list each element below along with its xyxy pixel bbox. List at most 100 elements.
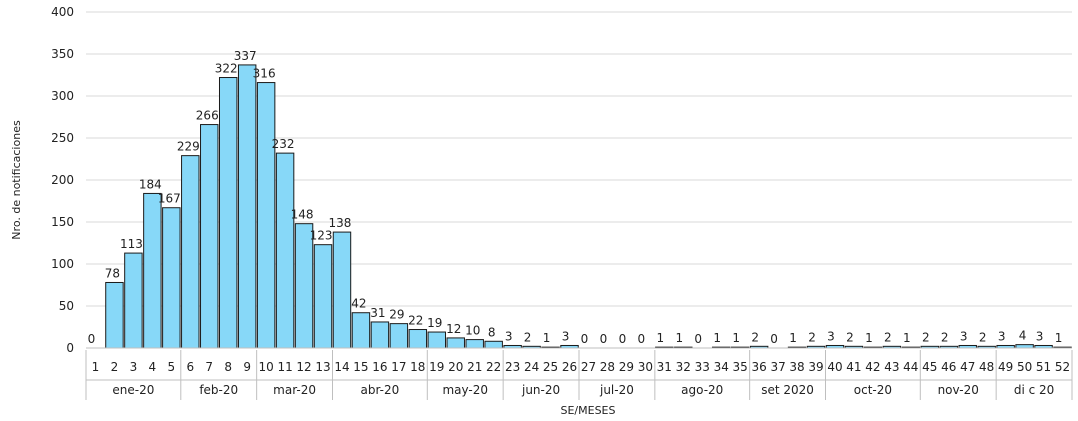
x-tick-label: 50 <box>1017 360 1032 374</box>
data-label: 22 <box>408 314 423 328</box>
x-tick-label: 5 <box>168 360 176 374</box>
data-label: 31 <box>370 306 385 320</box>
bar <box>124 252 143 349</box>
x-tick-label: 30 <box>638 360 653 374</box>
data-label: 1 <box>865 331 873 345</box>
data-label: 148 <box>291 208 314 222</box>
x-tick-label: 22 <box>486 360 501 374</box>
y-tick-label: 0 <box>66 341 74 355</box>
bar <box>427 331 447 349</box>
x-tick-label: 36 <box>751 360 766 374</box>
data-label: 42 <box>351 297 366 311</box>
data-label: 3 <box>998 329 1006 343</box>
y-tick-label: 300 <box>51 89 74 103</box>
x-tick-label: 6 <box>186 360 194 374</box>
x-tick-label: 40 <box>827 360 842 374</box>
data-label: 1 <box>1055 331 1063 345</box>
x-tick-label: 14 <box>334 360 349 374</box>
x-tick-label: 33 <box>695 360 710 374</box>
data-label: 316 <box>253 67 276 81</box>
bar <box>237 64 257 349</box>
x-tick-label: 49 <box>998 360 1013 374</box>
x-tick-label: 31 <box>657 360 672 374</box>
data-label: 337 <box>234 49 257 63</box>
data-label: 322 <box>215 62 238 76</box>
bars <box>105 64 1072 349</box>
data-label: 1 <box>789 331 797 345</box>
x-tick-label: 12 <box>296 360 311 374</box>
data-label: 1 <box>675 331 683 345</box>
x-tick-label: 46 <box>941 360 956 374</box>
data-label: 8 <box>488 325 496 339</box>
x-tick-label: 2 <box>111 360 119 374</box>
x-tick-label: 38 <box>789 360 804 374</box>
month-label: feb-20 <box>199 383 238 397</box>
data-label: 3 <box>1036 329 1044 343</box>
x-tick-label: 52 <box>1055 360 1070 374</box>
month-label: may-20 <box>442 383 488 397</box>
x-tick-label: 17 <box>391 360 406 374</box>
y-tick-label: 50 <box>59 299 74 313</box>
x-tick-label: 8 <box>224 360 232 374</box>
month-label: oct-20 <box>854 383 892 397</box>
x-tick-label: 27 <box>581 360 596 374</box>
y-tick-label: 250 <box>51 131 74 145</box>
x-tick-label: 20 <box>448 360 463 374</box>
x-tick-label: 18 <box>410 360 425 374</box>
data-label: 2 <box>751 330 759 344</box>
data-label: 0 <box>581 332 589 346</box>
x-axis-ticks: 1 2 3 4 5 6 7 8 9 10 11 12 13 14 15 16 17 18 19 20 21 22 23 24 2… <box>92 360 1070 374</box>
data-label: 2 <box>524 330 532 344</box>
data-label: 10 <box>465 324 480 338</box>
x-tick-label: 15 <box>353 360 368 374</box>
data-labels: 0781131841672292663223373162321481231384… <box>88 49 1063 346</box>
bar <box>218 77 238 349</box>
data-label: 19 <box>427 316 442 330</box>
x-tick-label: 24 <box>524 360 539 374</box>
x-tick-label: 10 <box>258 360 273 374</box>
x-axis-title: SE/MESES <box>561 404 616 417</box>
x-tick-label: 32 <box>676 360 691 374</box>
x-tick-label: 23 <box>505 360 520 374</box>
bar <box>332 231 352 349</box>
month-axis: ene-20 feb-20 mar-20 abr-20 may-20 jun-20 jul-… <box>85 347 1073 400</box>
x-tick-label: 7 <box>205 360 213 374</box>
data-label: 1 <box>657 331 665 345</box>
x-tick-label: 29 <box>619 360 634 374</box>
month-label: ago-20 <box>681 383 723 397</box>
x-tick-label: 42 <box>865 360 880 374</box>
x-tick-label: 39 <box>808 360 823 374</box>
data-label: 1 <box>903 331 911 345</box>
y-tick-label: 200 <box>51 173 74 187</box>
x-tick-label: 28 <box>600 360 615 374</box>
bar <box>313 244 333 349</box>
x-tick-label: 47 <box>960 360 975 374</box>
bar <box>370 321 390 349</box>
data-label: 266 <box>196 109 219 123</box>
x-tick-label: 1 <box>92 360 100 374</box>
x-tick-label: 51 <box>1036 360 1051 374</box>
data-label: 4 <box>1019 329 1027 343</box>
data-label: 1 <box>543 331 551 345</box>
data-label: 3 <box>505 329 513 343</box>
data-label: 29 <box>389 308 404 322</box>
x-tick-label: 35 <box>733 360 748 374</box>
bar <box>484 340 503 349</box>
data-label: 0 <box>770 332 778 346</box>
data-label: 184 <box>139 177 162 191</box>
x-tick-label: 37 <box>770 360 785 374</box>
bar <box>275 152 295 349</box>
data-label: 229 <box>177 140 200 154</box>
data-label: 2 <box>846 330 854 344</box>
x-tick-label: 4 <box>149 360 157 374</box>
bar <box>256 82 276 349</box>
data-label: 0 <box>600 332 608 346</box>
bar <box>143 192 162 349</box>
bar <box>181 155 200 349</box>
data-label: 0 <box>638 332 646 346</box>
x-tick-label: 13 <box>315 360 330 374</box>
data-label: 2 <box>941 330 949 344</box>
data-label: 232 <box>272 137 295 151</box>
y-tick-label: 400 <box>51 5 74 19</box>
x-tick-label: 41 <box>846 360 861 374</box>
